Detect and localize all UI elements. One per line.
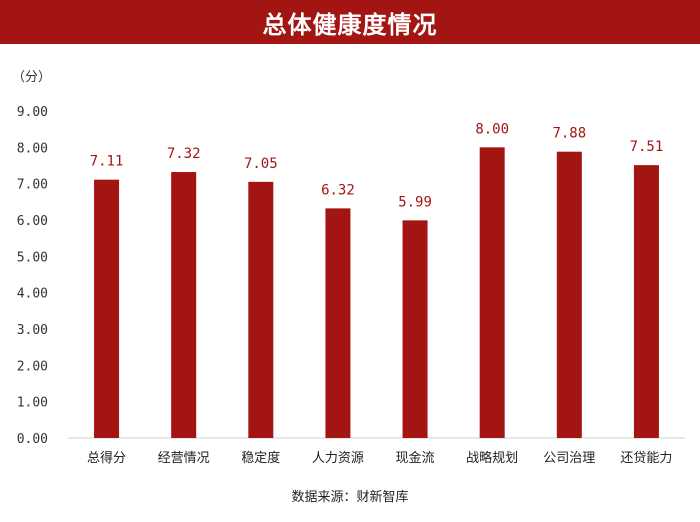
bar xyxy=(94,179,120,439)
bar xyxy=(248,181,274,438)
data-label: 7.11 xyxy=(90,154,124,170)
data-label: 7.32 xyxy=(167,146,201,162)
y-tick-label: 3.00 xyxy=(17,323,48,338)
data-label: 6.32 xyxy=(321,182,355,198)
y-tick-label: 8.00 xyxy=(17,141,48,156)
y-tick-label: 2.00 xyxy=(17,359,48,374)
bar xyxy=(479,147,505,439)
y-tick-label: 4.00 xyxy=(17,287,48,302)
bar xyxy=(325,208,351,438)
category-label: 还贷能力 xyxy=(620,451,672,466)
bar xyxy=(402,220,428,438)
data-label: 8.00 xyxy=(475,121,509,137)
title-bar: 总体健康度情况 xyxy=(0,0,700,44)
bar-chart: 0.00 1.00 2.00 3.00 4.00 5.00 6.00 7.00 8.00 9.00… xyxy=(17,105,685,466)
data-label: 7.51 xyxy=(630,139,664,155)
data-source-note: 数据来源：财新智库 xyxy=(291,490,409,505)
bar xyxy=(171,172,197,439)
category-label: 公司治理 xyxy=(543,451,595,466)
chart-title: 总体健康度情况 xyxy=(262,10,438,39)
category-label: 总得分 xyxy=(87,450,126,466)
bar xyxy=(556,151,582,438)
category-label: 现金流 xyxy=(396,450,435,466)
y-tick-label: 1.00 xyxy=(17,396,48,411)
y-tick-label: 7.00 xyxy=(17,178,48,193)
y-tick-label: 5.00 xyxy=(17,250,48,265)
category-label: 人力资源 xyxy=(312,451,364,466)
data-label: 5.99 xyxy=(398,194,432,210)
category-label: 战略规划 xyxy=(466,450,518,466)
category-label: 经营情况 xyxy=(158,451,210,466)
data-label: 7.05 xyxy=(244,156,278,172)
y-tick-label: 9.00 xyxy=(17,105,48,120)
y-tick-label: 6.00 xyxy=(17,214,48,229)
y-axis-unit-label: （分） xyxy=(12,70,52,85)
y-tick-label: 0.00 xyxy=(17,432,48,447)
bar xyxy=(633,165,659,439)
data-label: 7.88 xyxy=(552,126,586,142)
category-label: 稳定度 xyxy=(241,450,280,466)
